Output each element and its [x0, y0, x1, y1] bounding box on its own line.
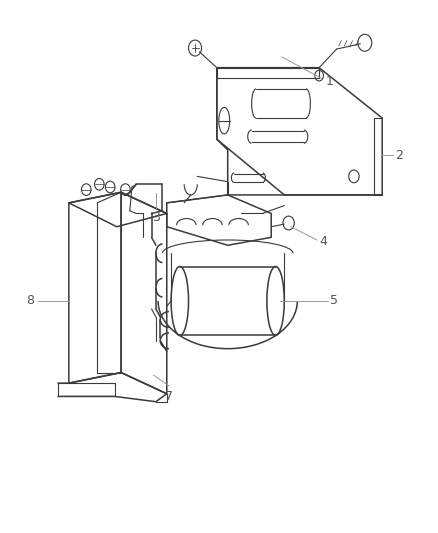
Text: 2: 2 — [395, 149, 403, 161]
Text: 4: 4 — [319, 235, 327, 248]
Text: 5: 5 — [330, 294, 338, 308]
Text: 7: 7 — [165, 390, 173, 402]
Text: 1: 1 — [325, 76, 333, 88]
Text: 3: 3 — [152, 211, 160, 224]
Text: 8: 8 — [26, 294, 34, 308]
